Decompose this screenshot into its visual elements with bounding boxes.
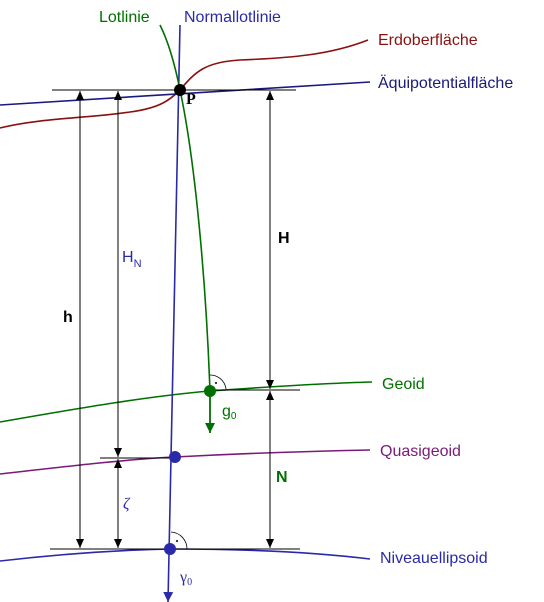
height-arrows — [76, 91, 274, 548]
right-angle-dot — [215, 382, 217, 384]
gravity-label: g0 — [222, 403, 237, 422]
symbol: γ — [179, 569, 187, 586]
subscript: 0 — [187, 577, 192, 588]
subscript: N — [134, 258, 142, 270]
quasigeoid-line — [0, 449, 371, 475]
point-p — [174, 84, 186, 96]
symbol: H — [122, 249, 134, 266]
right-angle-dot — [176, 540, 178, 542]
height-label: HN — [122, 249, 142, 270]
label: Erdoberfläche — [378, 32, 478, 49]
geoid-point — [204, 385, 216, 397]
height-label: ζ — [123, 496, 131, 513]
normallotlinie-line — [163, 24, 181, 602]
label: Lotlinie — [99, 9, 150, 26]
symbol: g — [222, 403, 231, 420]
height-label: N — [276, 469, 288, 486]
point-label: P — [186, 91, 196, 108]
gravity-label: γ0 — [179, 569, 192, 588]
label: Äquipotentialfläche — [378, 74, 513, 92]
niveauellipsoid-line — [0, 548, 371, 562]
label: Quasigeoid — [380, 443, 461, 460]
subscript: 0 — [231, 411, 237, 422]
right-angle-ellipsoid — [170, 531, 188, 550]
ellipsoid-point — [164, 543, 176, 555]
aequipotential-line — [0, 81, 371, 106]
reference-ticks — [50, 89, 300, 550]
label: Niveauellipsoid — [380, 550, 488, 567]
lotlinie-line — [159, 24, 211, 393]
height-label: h — [63, 309, 73, 326]
quasigeoid-point — [169, 451, 181, 463]
label: Normallotlinie — [184, 9, 281, 26]
right-angle-geoid — [209, 374, 227, 390]
label: Geoid — [382, 376, 425, 393]
height-label: H — [278, 230, 290, 247]
geoid-line — [0, 381, 373, 423]
